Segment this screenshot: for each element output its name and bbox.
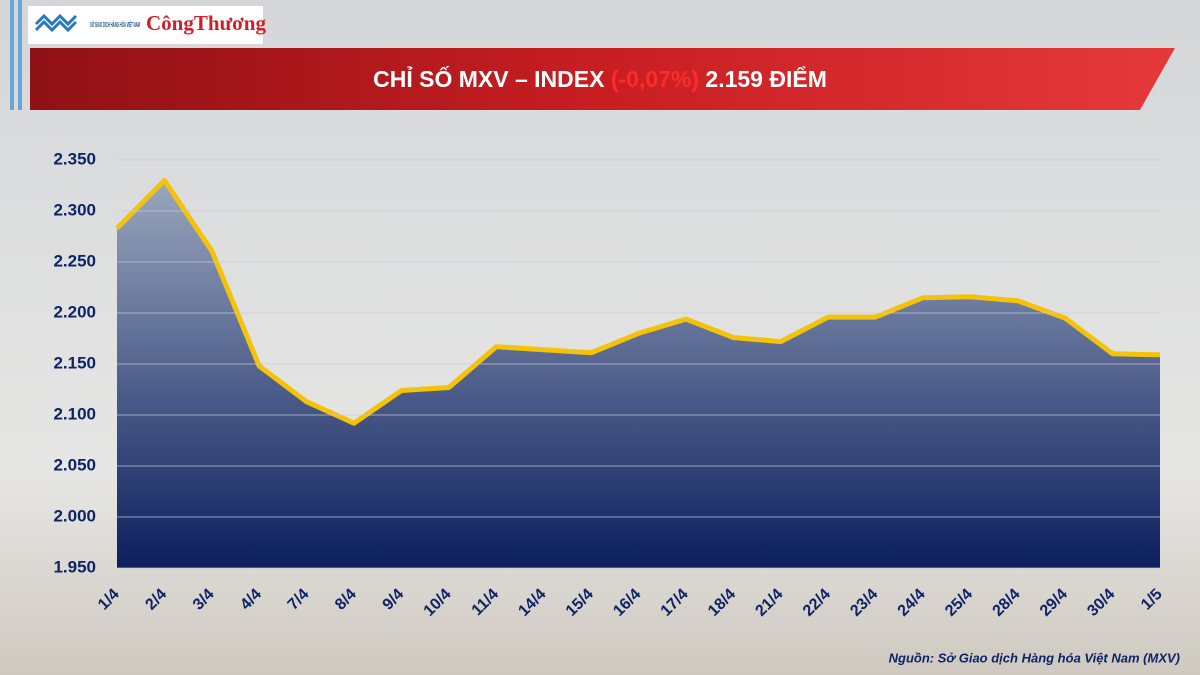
y-tick-label: 2.100 [53, 404, 96, 423]
line [115, 177, 1161, 426]
y-tick-label: 2.300 [53, 200, 96, 219]
source: Nguồn: Sở Giao dịch Hàng hóa Việt Nam (M… [889, 650, 1180, 665]
logo-text: SỞ GIAO DỊCH HÀNG HÓA VIỆT NAM [90, 20, 140, 29]
title-prefix: CHỈ SỐ MXV – INDEX [373, 64, 605, 92]
title-value: 2.159 ĐIỂM [705, 65, 826, 92]
title-banner [30, 48, 1175, 110]
chart-title: CHỈ SỐ MXV – INDEX (-0,07%) 2.159 ĐIỂM [373, 64, 827, 92]
logo-icon [34, 13, 78, 33]
y-tick-label: 2.150 [53, 353, 96, 372]
title-change: (-0,07%) [611, 66, 699, 92]
y-tick-label: 2.350 [53, 149, 96, 168]
grid [117, 159, 1160, 569]
y-tick-label: 2.050 [53, 455, 96, 474]
brand: CôngThương [146, 11, 266, 35]
area [117, 180, 1160, 568]
y-tick-label: 2.200 [53, 302, 96, 321]
accent-bar [10, 0, 14, 110]
y-tick-label: 2.000 [53, 506, 96, 525]
accent-bar [18, 0, 22, 110]
y-tick-label: 1.950 [53, 557, 96, 576]
y-tick-label: 2.250 [53, 251, 96, 270]
